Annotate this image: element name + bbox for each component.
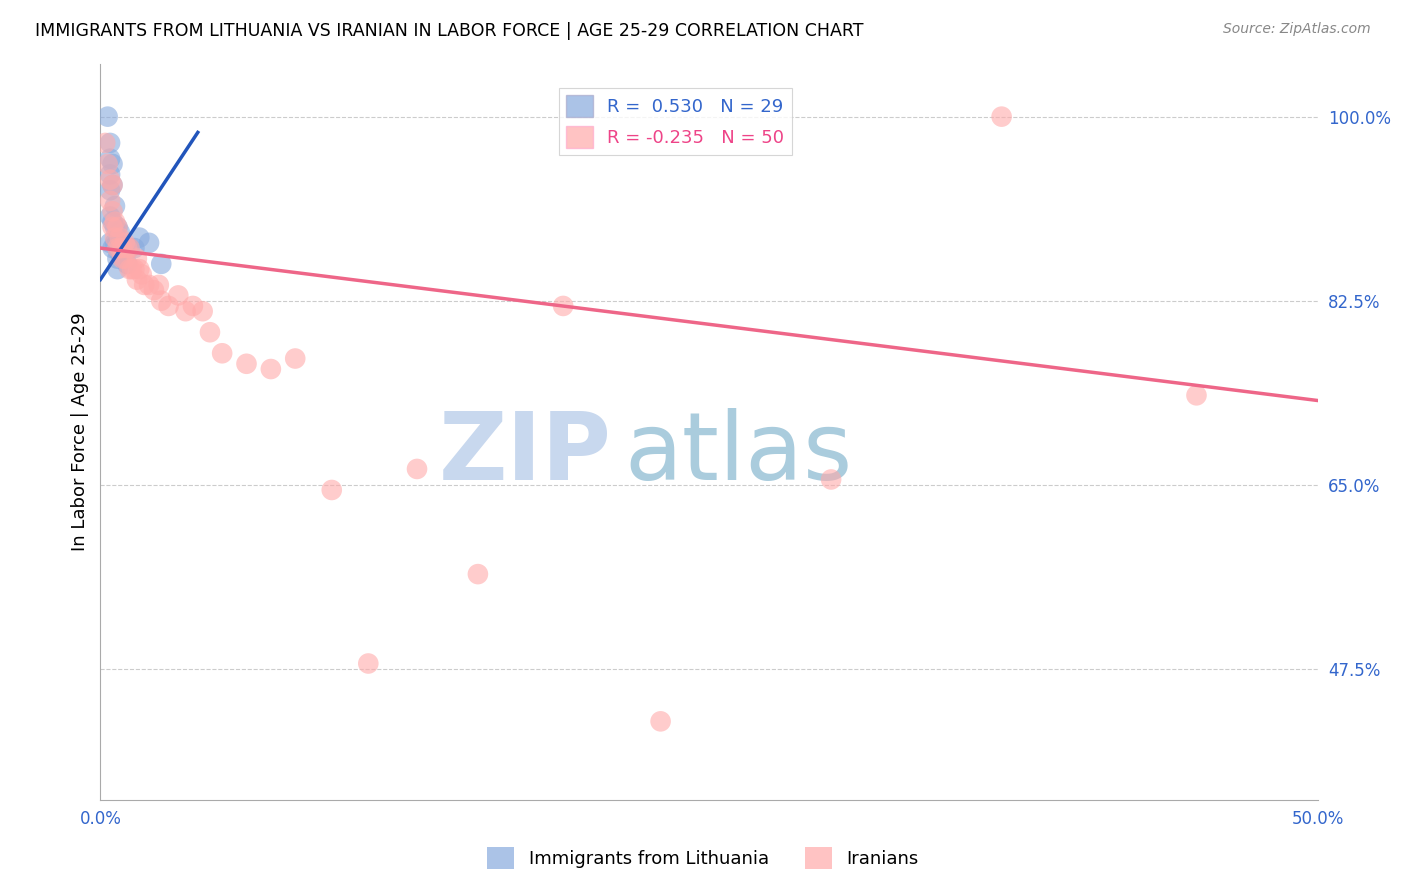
Point [98,194,121,208]
Point [118,241,141,255]
Point [101,178,124,192]
Point [650,714,672,729]
Point [97,110,120,124]
Point [98,183,121,197]
Point [181,299,204,313]
Point [98,168,121,182]
Point [820,473,842,487]
Point [108,230,131,244]
Point [284,351,307,366]
Point [98,136,121,150]
Point [107,241,129,255]
Text: ZIP: ZIP [439,409,612,500]
Point [118,262,141,277]
Point [125,252,148,266]
Point [167,288,190,302]
Point [125,273,148,287]
Point [115,257,138,271]
Point [108,225,131,239]
Y-axis label: In Labor Force | Age 25-29: In Labor Force | Age 25-29 [72,313,89,551]
Point [98,173,121,187]
Point [107,241,129,255]
Point [98,210,121,224]
Point [118,241,141,255]
Point [124,262,146,277]
Point [111,241,134,255]
Point [138,235,160,250]
Point [121,262,143,277]
Legend: Immigrants from Lithuania, Iranians: Immigrants from Lithuania, Iranians [479,839,927,876]
Point [321,483,343,497]
Point [104,215,127,229]
Point [104,199,127,213]
Point [101,220,124,235]
Point [142,283,165,297]
Point [98,152,121,166]
Point [150,257,173,271]
Point [107,220,129,235]
Point [108,246,131,260]
Point [101,178,124,192]
Text: Source: ZipAtlas.com: Source: ZipAtlas.com [1223,22,1371,37]
Point [104,230,127,244]
Point [198,325,221,339]
Point [174,304,197,318]
Point [107,220,129,235]
Point [108,241,131,255]
Point [101,241,124,255]
Point [128,262,150,277]
Point [260,362,283,376]
Point [553,299,575,313]
Point [101,215,124,229]
Point [114,252,136,266]
Point [114,235,136,250]
Point [115,241,138,255]
Point [134,277,156,292]
Point [104,235,127,250]
Point [98,235,121,250]
Point [131,268,153,282]
Point [157,299,180,313]
Point [101,157,124,171]
Point [114,241,136,255]
Point [94,136,117,150]
Point [191,304,214,318]
Point [107,235,129,250]
Point [990,110,1012,124]
Point [101,204,124,219]
Point [111,252,134,266]
Point [148,277,170,292]
Point [1185,388,1208,402]
Point [128,230,150,244]
Point [138,277,160,292]
Point [124,241,146,255]
Point [235,357,257,371]
Point [104,220,127,235]
Point [150,293,173,308]
Legend: R =  0.530   N = 29, R = -0.235   N = 50: R = 0.530 N = 29, R = -0.235 N = 50 [558,87,792,155]
Text: IMMIGRANTS FROM LITHUANIA VS IRANIAN IN LABOR FORCE | AGE 25-29 CORRELATION CHAR: IMMIGRANTS FROM LITHUANIA VS IRANIAN IN … [35,22,863,40]
Text: atlas: atlas [624,409,852,500]
Point [211,346,233,360]
Point [107,262,129,277]
Point [111,241,134,255]
Point [97,157,120,171]
Point [357,657,380,671]
Point [406,462,429,476]
Point [107,252,129,266]
Point [467,567,489,582]
